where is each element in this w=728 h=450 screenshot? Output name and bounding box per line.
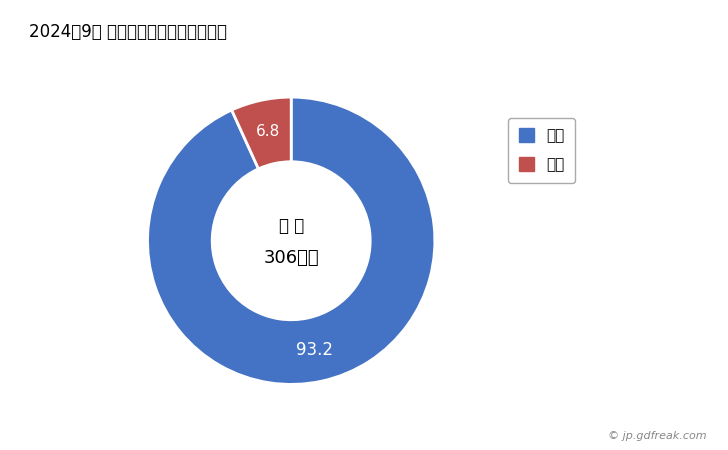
Text: 2024年9月 輸出相手国のシェア（％）: 2024年9月 輸出相手国のシェア（％） — [29, 22, 227, 40]
Text: 6.8: 6.8 — [256, 125, 280, 140]
Text: 総 額: 総 額 — [279, 217, 304, 235]
Text: 93.2: 93.2 — [296, 341, 333, 359]
Legend: 韓国, 米国: 韓国, 米国 — [508, 117, 575, 183]
Wedge shape — [148, 97, 435, 384]
Text: © jp.gdfreak.com: © jp.gdfreak.com — [608, 431, 706, 441]
Wedge shape — [232, 97, 291, 169]
Text: 306万円: 306万円 — [264, 249, 319, 267]
